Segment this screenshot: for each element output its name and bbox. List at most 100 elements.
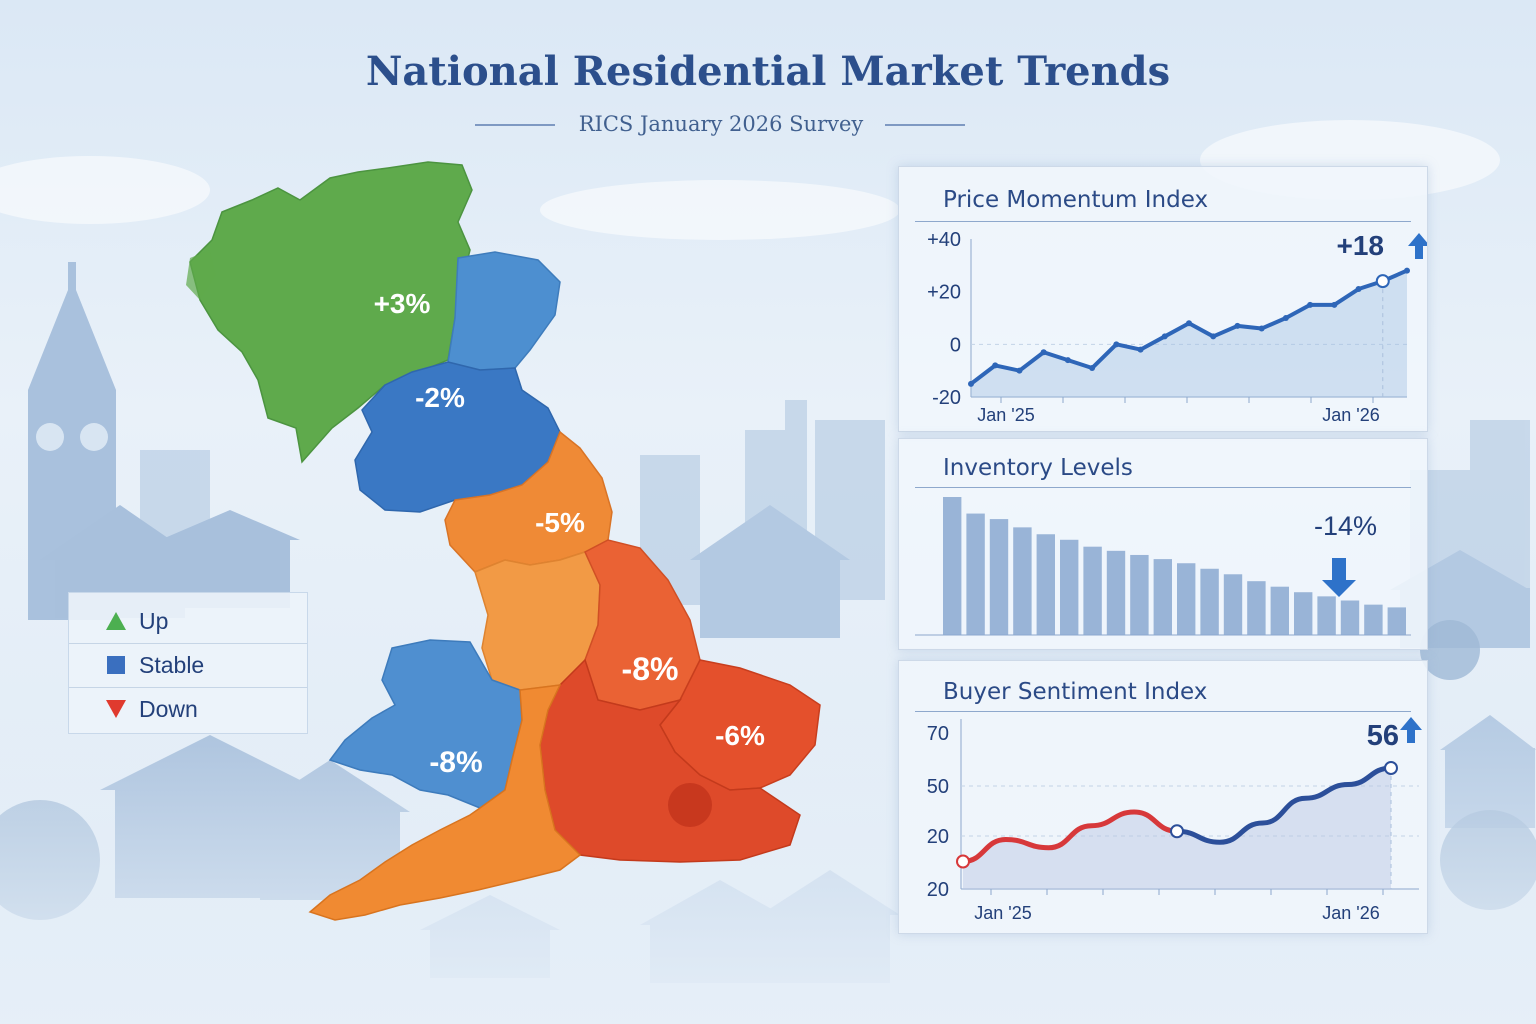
triangle-down-icon: [106, 700, 126, 718]
subtitle-rule-left: [475, 124, 555, 126]
data-point: [1282, 315, 1289, 321]
inventory-bar: [1200, 568, 1219, 635]
data-point: [1161, 333, 1168, 340]
inventory-bar: [1270, 586, 1289, 635]
region-label-scotland-south: -2%: [415, 382, 465, 413]
data-point: [1355, 286, 1362, 293]
data-point: [1137, 346, 1144, 353]
legend-item-up: Up: [69, 599, 307, 644]
data-point: [1113, 341, 1120, 348]
region-label-midlands: -8%: [622, 651, 679, 687]
data-point: [1210, 333, 1217, 340]
buyer-sentiment-panel: Buyer Sentiment Index 70 50 20 20 Jan '25 Jan…: [898, 660, 1428, 934]
series-area: [971, 270, 1407, 397]
data-point: [1186, 320, 1192, 327]
inventory-bar: [1364, 604, 1383, 635]
inventory-bar: [1013, 527, 1032, 635]
legend-item-stable: Stable: [69, 643, 307, 688]
x-tick-label: Jan '25: [977, 405, 1034, 425]
price-momentum-chart: +40 +20 0 -20 Jan '25 Jan '26 +18: [927, 229, 1427, 425]
page-subtitle: RICS January 2026 Survey: [578, 112, 864, 136]
inventory-bar: [1340, 600, 1360, 635]
inventory-bar: [1083, 546, 1102, 635]
square-icon: [107, 656, 125, 674]
page-title: National Residential Market Trends: [365, 48, 1171, 95]
region-label-wales: -8%: [429, 746, 482, 779]
inventory-bar: [989, 519, 1009, 635]
callout-value: 56: [1367, 720, 1399, 752]
data-point: [992, 362, 999, 369]
data-point: [1404, 267, 1410, 274]
x-tick-label: Jan '26: [1322, 903, 1379, 923]
y-tick-label: 50: [927, 776, 949, 798]
y-tick-label: 20: [927, 826, 949, 848]
arrow-up-icon: [1400, 717, 1422, 743]
inventory-bar: [1130, 554, 1149, 635]
inventory-panel: Inventory Levels -14%: [898, 438, 1428, 650]
data-point: [968, 380, 974, 387]
x-tick-label: Jan '25: [974, 903, 1031, 923]
data-point: [1307, 301, 1314, 308]
subtitle-rule-right: [885, 124, 965, 126]
panel-rule: [915, 487, 1411, 488]
callout-value: +18: [1337, 230, 1385, 261]
data-point: [1234, 322, 1241, 329]
series-line-decline: [962, 809, 1178, 864]
inventory-bar: [943, 497, 962, 635]
y-tick-label: 0: [950, 334, 961, 356]
data-point: [1016, 367, 1023, 374]
legend-label: Stable: [139, 651, 205, 678]
series-line-recovery: [1176, 765, 1392, 845]
inventory-bar: [1247, 581, 1266, 635]
data-point: [1331, 301, 1338, 308]
panel-rule: [915, 711, 1411, 712]
data-point: [1258, 325, 1265, 332]
highlight-point: [1375, 274, 1390, 289]
y-tick-label: 70: [927, 723, 949, 745]
arrow-down-icon: [1322, 558, 1356, 597]
inventory-bar: [1223, 574, 1243, 635]
map-legend: Up Stable Down: [68, 592, 308, 734]
region-label-south-east: -6%: [715, 720, 765, 751]
triangle-up-icon: [106, 612, 126, 630]
buyer-sentiment-chart: 70 50 20 20 Jan '25 Jan '26 56: [927, 717, 1422, 923]
data-point: [1089, 365, 1096, 372]
y-tick-label: 20: [927, 879, 949, 901]
callout-value: -14%: [1314, 511, 1377, 541]
panel-title: Price Momentum Index: [943, 187, 1209, 213]
region-wales: [328, 639, 523, 809]
y-tick-label: +20: [927, 282, 961, 304]
legend-label: Down: [139, 695, 198, 722]
inventory-bar: [1036, 534, 1055, 635]
data-point: [1064, 357, 1071, 364]
region-label-north-england: -5%: [535, 507, 585, 538]
inventory-bar: [1177, 563, 1196, 635]
y-tick-label: +40: [927, 229, 961, 251]
inventory-bar: [966, 513, 985, 635]
price-momentum-panel: Price Momentum Index +40 +20 0 -20 Jan '25 Ja…: [898, 166, 1428, 432]
region-south-west: [308, 684, 582, 921]
region-scotland-northeast: [447, 251, 561, 371]
data-point: [1040, 349, 1047, 356]
inventory-bar: [1106, 550, 1126, 635]
arrow-up-icon: [1408, 233, 1427, 259]
legend-item-down: Down: [69, 687, 307, 731]
uk-region-map: +3% -2% -5% -8% -6% -8%: [186, 161, 821, 921]
inventory-bar: [1317, 596, 1336, 635]
inventory-bar: [1060, 539, 1079, 635]
region-label-scotland-north: +3%: [374, 288, 431, 319]
region-islands: [186, 250, 216, 300]
turn-point: [1170, 824, 1184, 839]
highlight-point: [1384, 761, 1398, 775]
inventory-bar: [1153, 559, 1172, 635]
legend-label: Up: [139, 607, 169, 634]
panel-rule: [915, 221, 1411, 222]
start-point: [956, 854, 970, 869]
inventory-chart: -14%: [915, 497, 1411, 636]
panel-title: Inventory Levels: [943, 455, 1133, 481]
panel-title: Buyer Sentiment Index: [943, 679, 1208, 705]
x-tick-label: Jan '26: [1322, 405, 1379, 425]
series-area: [963, 768, 1391, 889]
inventory-bar: [1294, 592, 1313, 635]
y-tick-label: -20: [932, 387, 961, 409]
